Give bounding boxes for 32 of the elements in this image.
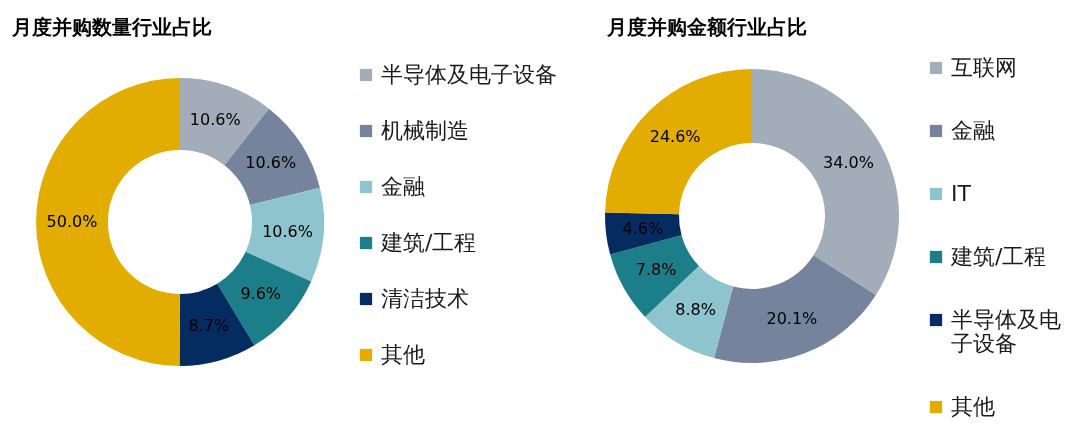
donut-slice <box>245 187 324 282</box>
legend-label: 建筑/工程 <box>950 244 1047 269</box>
legend-label: 半导体及电子设备 <box>951 307 1061 356</box>
donut-slice <box>605 212 682 255</box>
chart-title: 月度并购金额行业占比 <box>606 15 807 39</box>
data-label: 50.0% <box>46 211 98 231</box>
legend-label: 建筑/工程 <box>380 230 477 255</box>
data-label: 8.8% <box>675 300 716 320</box>
legend-label: 机械制造 <box>381 118 469 143</box>
donut-slice <box>714 255 876 363</box>
legend-label: 互联网 <box>951 55 1017 80</box>
data-label: 34.0% <box>823 153 874 173</box>
data-label: 4.6% <box>622 219 664 239</box>
legend-label: 其他 <box>381 342 425 367</box>
legend-label: IT <box>951 181 972 206</box>
data-label: 10.6% <box>262 221 313 241</box>
legend-label: 半导体及电子设备 <box>381 62 557 87</box>
legend-label: 其他 <box>951 394 995 419</box>
data-label: 20.1% <box>766 308 818 328</box>
data-label: 9.6% <box>240 283 282 303</box>
donut-slice <box>752 69 899 296</box>
legend-label: 金融 <box>951 118 995 143</box>
legend-label: 金融 <box>381 174 425 199</box>
data-label: 7.8% <box>635 259 677 279</box>
data-label: 10.6% <box>245 153 297 173</box>
chart-title: 月度并购数量行业占比 <box>11 15 212 39</box>
donut-slice <box>36 78 180 366</box>
data-label: 24.6% <box>649 127 701 147</box>
data-label: 10.6% <box>189 109 241 129</box>
legend-label: 清洁技术 <box>381 286 469 311</box>
data-label: 8.7% <box>188 316 230 336</box>
donut-slice <box>605 69 752 215</box>
